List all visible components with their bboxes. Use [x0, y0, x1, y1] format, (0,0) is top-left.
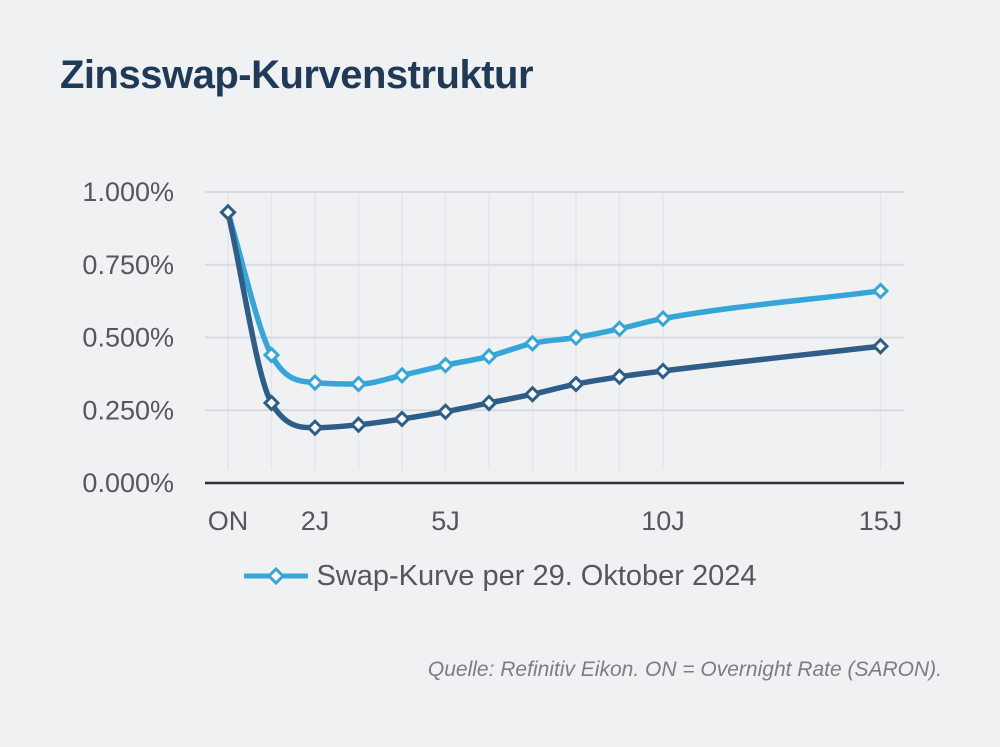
data-point-marker-1 — [654, 362, 672, 380]
chart-legend: Swap-Kurve per 29. Oktober 2024 — [0, 559, 1000, 593]
chart-title: Zinsswap-Kurvenstruktur — [60, 53, 534, 97]
data-point-marker-0 — [306, 373, 324, 392]
y-tick-label: 0.000% — [82, 468, 174, 498]
data-point-marker-0 — [436, 356, 455, 374]
diamond-line-marker-icon — [244, 566, 309, 586]
data-point-marker-1 — [393, 410, 411, 428]
data-point-marker-0 — [393, 366, 411, 384]
y-tick-label: 0.750% — [82, 250, 174, 280]
y-tick-label: 0.500% — [82, 323, 174, 353]
x-tick-label-2J: 2J — [301, 506, 330, 536]
data-point-marker-0 — [349, 375, 368, 393]
data-point-marker-0 — [523, 334, 542, 352]
series-line-0 — [225, 209, 884, 387]
data-point-marker-1 — [523, 385, 542, 403]
data-point-marker-1 — [567, 375, 585, 393]
legend-series-label: Swap-Kurve per 29. Oktober 2024 — [316, 559, 757, 592]
data-point-marker-1 — [871, 337, 890, 355]
data-point-marker-0 — [654, 309, 672, 328]
x-tick-label-15J: 15J — [859, 506, 903, 536]
data-point-marker-1 — [480, 394, 498, 412]
x-tick-label-ON: ON — [208, 506, 249, 536]
y-tick-label: 0.250% — [82, 395, 174, 425]
data-point-marker-1 — [262, 394, 281, 412]
data-point-marker-1 — [349, 416, 368, 434]
series-line-1 — [225, 209, 884, 431]
data-point-marker-1 — [219, 203, 237, 221]
data-point-marker-0 — [262, 346, 281, 364]
data-point-marker-1 — [610, 368, 629, 386]
x-tick-label-10J: 10J — [641, 506, 685, 536]
data-point-marker-0 — [610, 320, 629, 338]
data-point-marker-0 — [871, 282, 890, 300]
data-point-marker-0 — [480, 347, 498, 366]
source-note: Quelle: Refinitiv Eikon. ON = Overnight … — [427, 658, 942, 681]
y-tick-label: 1.000% — [82, 177, 174, 207]
x-tick-label-5J: 5J — [431, 506, 460, 536]
data-point-marker-1 — [306, 419, 324, 437]
data-point-marker-1 — [436, 403, 455, 421]
data-point-marker-0 — [567, 328, 585, 347]
